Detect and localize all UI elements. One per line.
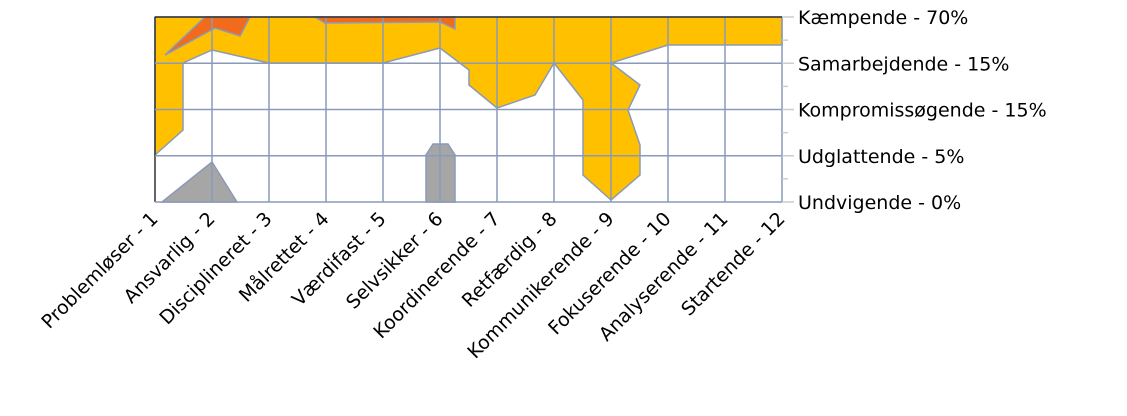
grid	[154, 16, 794, 203]
gray-region	[159, 160, 239, 203]
y-category-label: Kæmpende - 70%	[798, 7, 968, 29]
y-category-label: Samarbejdende - 15%	[798, 53, 1009, 75]
y-category-label: Udglattende - 5%	[798, 146, 964, 168]
x-tick-label: Startende - 12	[677, 208, 789, 320]
yellow-region	[154, 16, 783, 201]
y-category-label: Undvigende - 0%	[798, 192, 961, 214]
y-category-label: Kompromissøgende - 15%	[798, 100, 1047, 122]
